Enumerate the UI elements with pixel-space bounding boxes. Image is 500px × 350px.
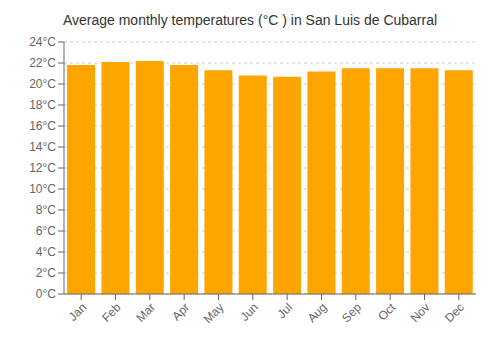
- svg-text:Aug: Aug: [305, 300, 330, 325]
- svg-text:20°C: 20°C: [29, 77, 56, 91]
- svg-text:10°C: 10°C: [29, 182, 56, 196]
- svg-text:Mar: Mar: [133, 300, 158, 325]
- svg-text:Feb: Feb: [99, 300, 124, 325]
- svg-text:Nov: Nov: [408, 300, 433, 325]
- svg-text:Oct: Oct: [375, 300, 399, 324]
- svg-text:18°C: 18°C: [29, 98, 56, 112]
- svg-text:2°C: 2°C: [36, 266, 56, 280]
- svg-text:Sep: Sep: [339, 300, 364, 325]
- svg-text:12°C: 12°C: [29, 161, 56, 175]
- svg-text:0°C: 0°C: [36, 287, 56, 301]
- svg-text:May: May: [201, 300, 227, 326]
- svg-text:Jul: Jul: [275, 300, 296, 321]
- svg-text:14°C: 14°C: [29, 140, 56, 154]
- svg-text:Dec: Dec: [442, 300, 467, 325]
- svg-text:Jan: Jan: [66, 300, 90, 324]
- svg-text:16°C: 16°C: [29, 119, 56, 133]
- svg-text:4°C: 4°C: [36, 245, 56, 259]
- svg-text:8°C: 8°C: [36, 203, 56, 217]
- svg-text:Jun: Jun: [237, 300, 261, 324]
- svg-text:Apr: Apr: [169, 300, 192, 323]
- svg-text:6°C: 6°C: [36, 224, 56, 238]
- svg-text:24°C: 24°C: [29, 35, 56, 49]
- html-text:Average monthly temperatures (: Average monthly temperatures (°C ) in Sa…: [62, 12, 438, 28]
- svg-text:22°C: 22°C: [29, 56, 56, 70]
